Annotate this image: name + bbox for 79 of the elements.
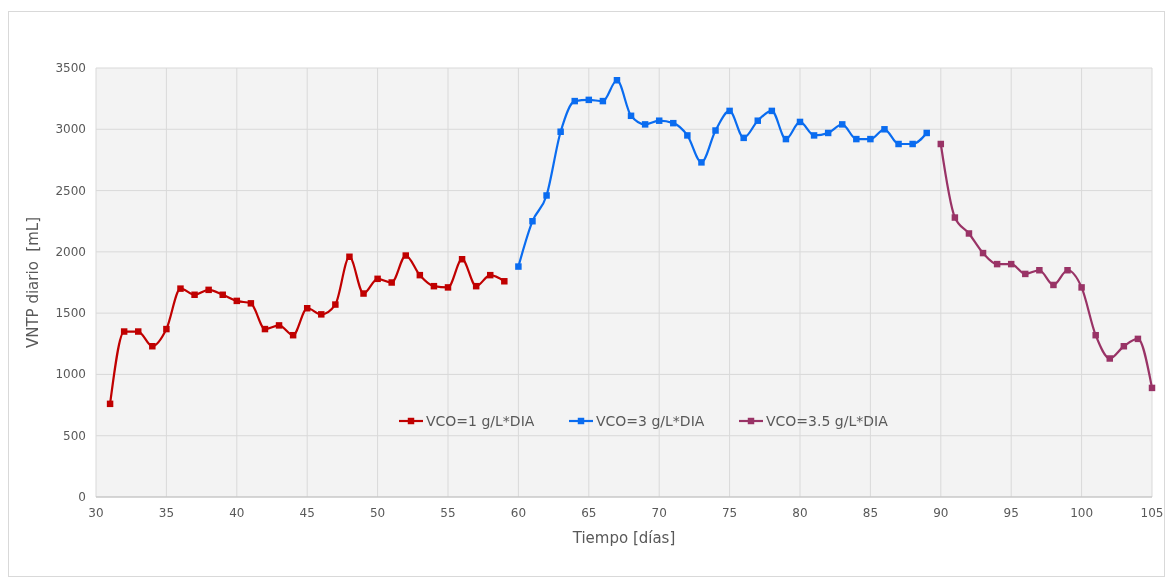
x-tick-label: 50 (369, 506, 386, 520)
point (219, 291, 226, 298)
point (655, 117, 663, 124)
y-tick-label: 3500 (55, 61, 86, 75)
x-tick-label: 55 (440, 506, 456, 520)
point (360, 290, 367, 297)
x-tick-label: 100 (1070, 506, 1094, 520)
y-tick-label: 0 (78, 490, 86, 504)
point (726, 107, 733, 115)
point (1036, 267, 1043, 274)
point (1050, 281, 1057, 289)
point (867, 135, 874, 143)
y-axis-title: VNTP diario [mL] (24, 216, 42, 349)
point (810, 132, 818, 139)
point (1078, 284, 1085, 291)
point (1106, 355, 1113, 362)
point (909, 140, 916, 148)
point (402, 252, 409, 259)
point (923, 129, 930, 137)
y-tick-label: 3000 (55, 122, 86, 137)
point (754, 117, 761, 124)
point (346, 253, 353, 260)
point (247, 300, 255, 307)
point (177, 285, 184, 292)
point (149, 343, 156, 350)
point (965, 230, 973, 237)
point (839, 121, 846, 128)
point (1022, 270, 1029, 278)
y-tick-label: 2000 (55, 244, 86, 259)
legend-label: VCO=1 g/L*DIA (426, 413, 535, 429)
x-tick-label: 45 (299, 506, 315, 520)
point (571, 97, 578, 105)
point (501, 278, 508, 285)
point (712, 127, 719, 134)
point (191, 291, 198, 298)
point (388, 279, 395, 286)
x-tick-label: 85 (862, 506, 879, 520)
point (557, 128, 564, 135)
point (641, 121, 649, 128)
legend-label: VCO=3 g/L*DIA (596, 413, 705, 429)
point (529, 217, 536, 225)
point (205, 286, 212, 294)
x-tick-label: 65 (581, 506, 597, 520)
x-axis-title: Tiempo [días] (571, 529, 676, 547)
point (135, 328, 142, 335)
point (670, 119, 677, 127)
point (895, 140, 902, 148)
point (698, 159, 705, 166)
point (444, 284, 452, 291)
point (374, 275, 381, 283)
x-tick-label: 30 (88, 506, 104, 520)
x-tick-label: 75 (721, 506, 738, 520)
point (543, 192, 550, 199)
x-tick-label: 80 (792, 506, 808, 520)
point (275, 322, 283, 329)
point (740, 134, 747, 142)
point (853, 135, 860, 143)
point (163, 325, 170, 333)
point (1064, 267, 1071, 274)
point (515, 263, 522, 270)
y-tick-label: 1000 (55, 367, 86, 382)
point (318, 311, 325, 318)
x-tick-label: 70 (651, 506, 667, 520)
point (1092, 331, 1099, 339)
x-tick-label: 60 (510, 506, 527, 520)
y-tick-label: 2500 (55, 183, 86, 198)
y-tick-label: 500 (63, 428, 86, 443)
x-tick-label: 95 (1003, 506, 1019, 520)
point (951, 214, 959, 221)
x-tick-label: 90 (933, 506, 949, 520)
point (684, 132, 691, 139)
x-tick-label: 35 (158, 506, 175, 520)
legend-label: VCO=3.5 g/L*DIA (766, 413, 889, 429)
y-tick-label: 1500 (55, 306, 86, 321)
point (332, 301, 339, 308)
point (881, 126, 888, 133)
x-tick-label: 105 (1140, 506, 1164, 520)
x-tick-label: 40 (229, 506, 245, 520)
point (120, 328, 128, 335)
